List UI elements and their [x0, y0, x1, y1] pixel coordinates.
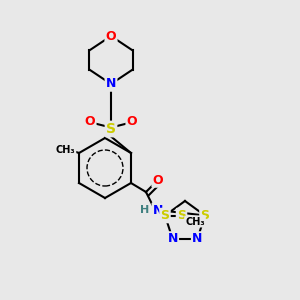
Text: S: S: [160, 209, 169, 222]
Text: H: H: [140, 205, 149, 215]
Text: CH₃: CH₃: [56, 145, 75, 155]
Text: S: S: [106, 122, 116, 136]
Text: N: N: [167, 232, 178, 245]
Text: O: O: [85, 115, 95, 128]
Text: CH₃: CH₃: [185, 217, 205, 226]
Text: O: O: [153, 173, 163, 187]
Text: O: O: [106, 29, 116, 43]
Text: N: N: [153, 203, 163, 217]
Text: O: O: [127, 115, 137, 128]
Text: N: N: [192, 232, 202, 245]
Text: N: N: [106, 77, 116, 91]
Text: S: S: [200, 209, 209, 222]
Text: S: S: [177, 209, 186, 222]
